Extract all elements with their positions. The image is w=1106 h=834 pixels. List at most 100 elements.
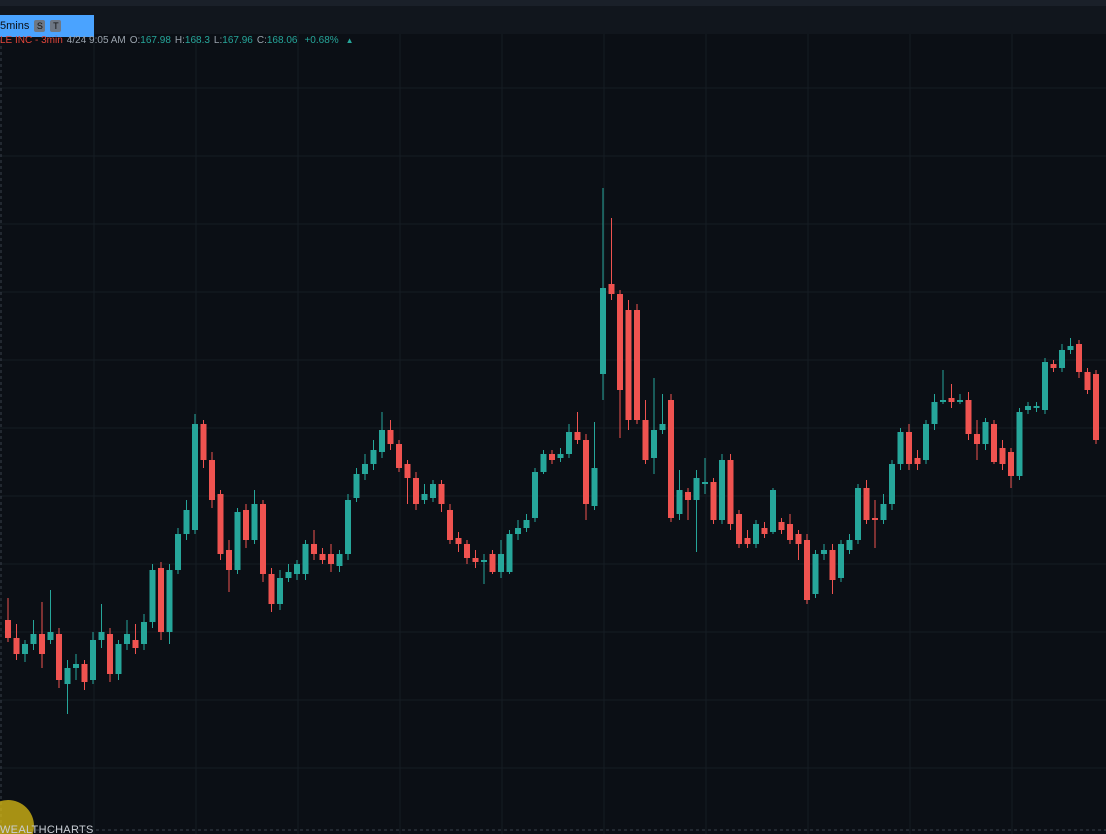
candle-body bbox=[489, 554, 496, 572]
candle-body bbox=[855, 488, 861, 540]
candle-body bbox=[472, 558, 479, 562]
candle-body bbox=[829, 550, 836, 580]
candle-body bbox=[1059, 350, 1065, 368]
candle-body bbox=[81, 664, 88, 682]
candle-body bbox=[328, 554, 334, 564]
candle-body bbox=[404, 464, 411, 478]
candle-body bbox=[872, 518, 878, 520]
candle-body bbox=[39, 634, 45, 654]
arrow: ▲ bbox=[345, 36, 354, 45]
time: 4/24 9:05 AM bbox=[66, 35, 126, 46]
candle-body bbox=[1076, 344, 1082, 372]
candle-body bbox=[158, 568, 164, 632]
candle-body bbox=[336, 554, 343, 566]
candle-body bbox=[557, 454, 564, 458]
candle-body bbox=[1016, 412, 1023, 476]
candle-body bbox=[770, 490, 776, 532]
candle-body bbox=[821, 550, 827, 554]
candle-body bbox=[56, 634, 62, 680]
candle-body bbox=[761, 528, 768, 534]
toolbar: 5mins S T bbox=[0, 0, 1106, 37]
candle-body bbox=[540, 454, 547, 472]
candle-body bbox=[532, 472, 538, 518]
candle-body bbox=[149, 570, 156, 622]
candle-body bbox=[744, 538, 751, 544]
candle-body bbox=[302, 544, 309, 574]
candle-body bbox=[141, 622, 147, 644]
candle-body bbox=[243, 510, 249, 540]
interval-label: 5mins bbox=[0, 20, 30, 32]
candle-body bbox=[379, 430, 385, 452]
candle-body bbox=[455, 538, 462, 544]
candle-body bbox=[676, 490, 683, 514]
toolbar-button[interactable]: S bbox=[34, 20, 46, 32]
candle-body bbox=[294, 564, 300, 574]
candle-body bbox=[73, 664, 79, 668]
candle-body bbox=[447, 510, 453, 540]
candle-body bbox=[132, 640, 139, 648]
candle-body bbox=[693, 478, 700, 500]
plot-background bbox=[0, 34, 1106, 834]
candle-body bbox=[5, 620, 11, 638]
candle-body bbox=[430, 484, 436, 498]
candle-body bbox=[719, 460, 725, 520]
candle-body bbox=[625, 310, 632, 420]
candle-body bbox=[345, 500, 351, 554]
toolbar-button[interactable]: T bbox=[50, 20, 62, 32]
candle-body bbox=[22, 644, 28, 654]
candle-body bbox=[192, 424, 198, 530]
candle-body bbox=[260, 504, 266, 574]
candle-body bbox=[1084, 372, 1091, 390]
candle-body bbox=[362, 464, 368, 474]
candle-body bbox=[285, 572, 292, 578]
value: 167.98 bbox=[140, 35, 171, 46]
candle-body bbox=[226, 550, 232, 570]
candle-body bbox=[175, 534, 181, 570]
interval-tab[interactable]: 5mins S T bbox=[0, 15, 94, 37]
candle-body bbox=[812, 554, 819, 594]
candle-body bbox=[209, 460, 215, 500]
candle-body bbox=[30, 634, 37, 644]
candle-body bbox=[413, 478, 419, 504]
candle-body bbox=[1050, 364, 1057, 368]
candle-body bbox=[736, 514, 742, 544]
candle-body bbox=[107, 634, 113, 674]
candle-body bbox=[200, 424, 207, 460]
candle-body bbox=[914, 458, 921, 464]
candle-body bbox=[481, 560, 487, 562]
candle-body bbox=[778, 522, 785, 530]
candle-body bbox=[387, 430, 394, 444]
candle-body bbox=[166, 570, 173, 632]
change: +0.68% bbox=[304, 35, 339, 46]
candle-body bbox=[438, 484, 445, 504]
candle-body bbox=[498, 554, 504, 572]
candle-body bbox=[353, 474, 360, 498]
candle-body bbox=[846, 540, 853, 550]
value: 168.3 bbox=[184, 35, 210, 46]
candle-body bbox=[965, 400, 972, 434]
candle-body bbox=[753, 524, 759, 544]
candle-body bbox=[1025, 406, 1031, 410]
candle-body bbox=[982, 422, 989, 444]
candle-body bbox=[600, 288, 606, 374]
candle-body bbox=[319, 554, 326, 560]
candle-body bbox=[464, 544, 470, 558]
candle-body bbox=[880, 504, 887, 520]
value: 167.96 bbox=[222, 35, 253, 46]
candle-body bbox=[659, 424, 666, 430]
value: 168.06 bbox=[266, 35, 298, 46]
candle-body bbox=[710, 482, 717, 520]
watermark: WEALTHCHARTS bbox=[0, 824, 94, 834]
candle-body bbox=[889, 464, 895, 504]
candle-body bbox=[863, 488, 870, 520]
candle-body bbox=[940, 400, 946, 402]
candle-body bbox=[787, 524, 793, 540]
candle-body bbox=[608, 284, 615, 294]
candle-body bbox=[311, 544, 317, 554]
candle-body bbox=[948, 398, 955, 402]
candle-body bbox=[1008, 452, 1014, 476]
candle-body bbox=[217, 494, 224, 554]
candle-body bbox=[931, 402, 938, 424]
candle-body bbox=[906, 432, 912, 464]
